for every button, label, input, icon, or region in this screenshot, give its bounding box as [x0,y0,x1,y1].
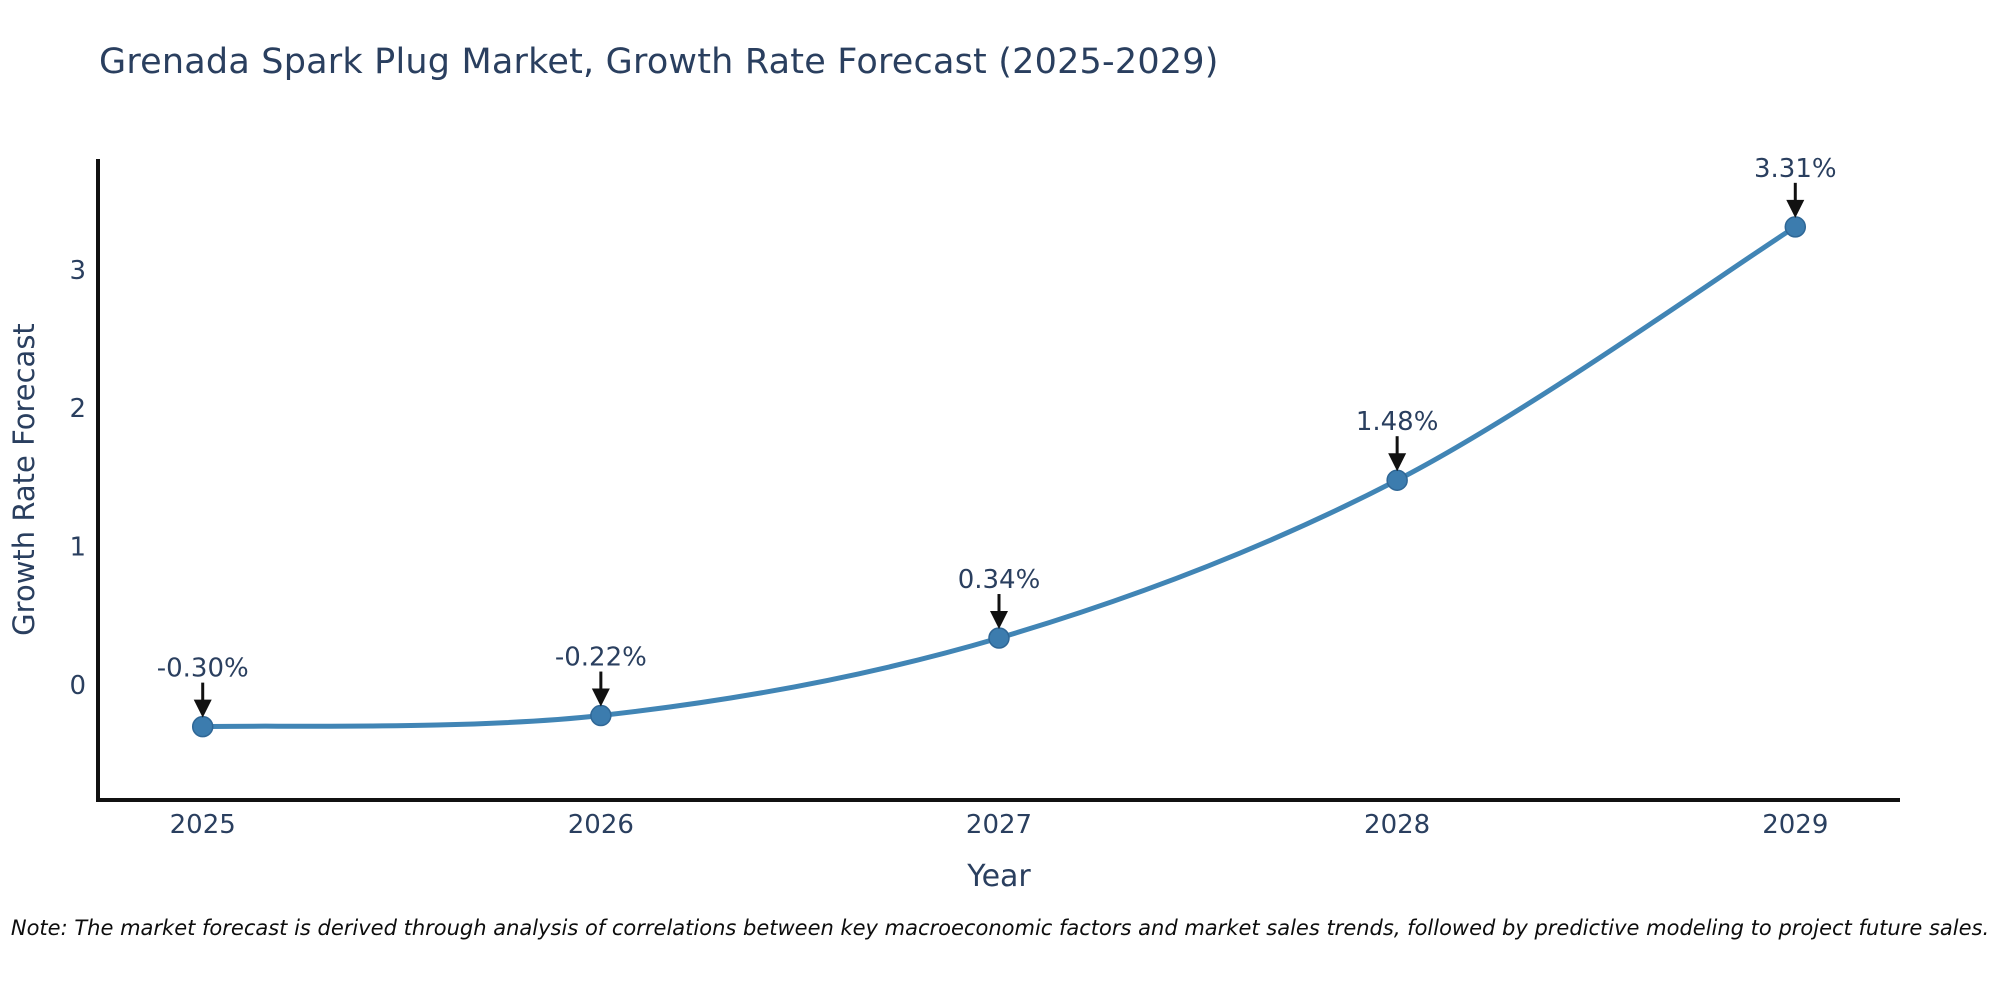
data-point[interactable] [590,704,612,727]
annotation-arrowhead [990,611,1008,630]
footnote: Note: The market forecast is derived thr… [10,916,1990,940]
trend-line [200,224,1798,730]
y-tick-label: 1 [69,533,86,563]
point-value-label: -0.30% [157,654,249,684]
x-tick-label: 2025 [170,810,236,840]
data-point[interactable] [191,715,214,738]
annotation-arrowhead [193,699,212,718]
data-point[interactable] [1784,216,1807,238]
annotation-arrowhead [1388,453,1407,472]
y-tick-label: 0 [69,671,86,701]
point-value-label: -0.22% [555,643,647,673]
annotation-arrowhead [591,688,610,707]
x-axis-title: Year [966,859,1031,894]
data-point[interactable] [1386,469,1408,491]
point-value-label: 3.31% [1754,154,1837,184]
y-tick-label: 3 [69,256,86,286]
x-tick-label: 2027 [966,810,1032,840]
point-value-label: 0.34% [958,565,1041,595]
x-tick-label: 2029 [1762,810,1828,840]
x-tick-label: 2026 [568,810,634,840]
point-value-label: 1.48% [1356,407,1439,437]
data-point[interactable] [988,627,1010,649]
x-tick-label: 2028 [1364,810,1430,840]
y-tick-label: 2 [69,394,86,424]
y-axis-title: Growth Rate Forecast [7,323,41,636]
annotation-arrowhead [1786,199,1805,218]
chart-title: Grenada Spark Plug Market, Growth Rate F… [99,42,1219,82]
